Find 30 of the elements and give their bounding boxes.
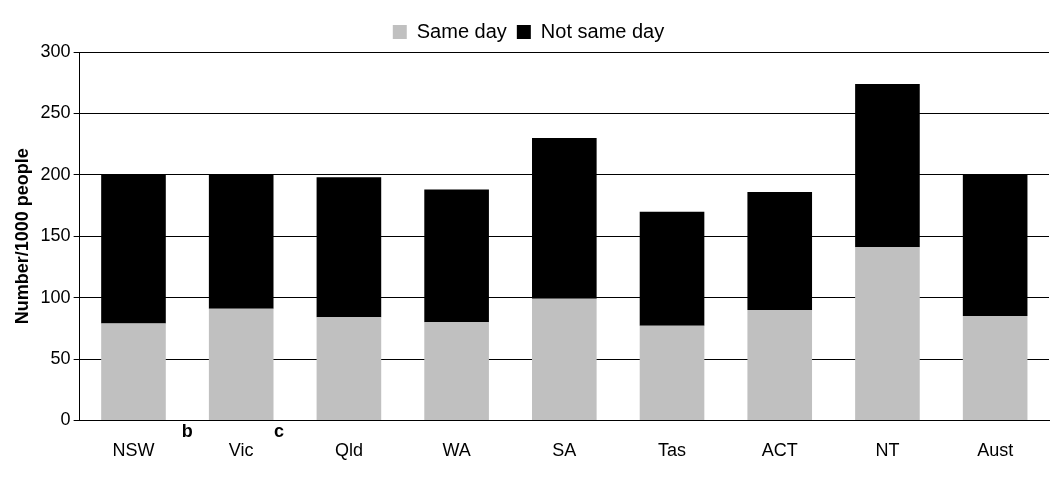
x-tick-label: Aust — [977, 440, 1014, 461]
y-tick-label: 0 — [60, 409, 71, 430]
legend-label: Not same day — [540, 19, 665, 42]
x-tick-label: Tas — [658, 440, 687, 461]
text: c — [273, 421, 284, 442]
bar — [532, 298, 597, 420]
bar — [208, 308, 274, 420]
y-tick-label: 100 — [40, 286, 71, 307]
bar — [747, 309, 813, 420]
x-tick-label: SA — [552, 440, 577, 461]
y-tick-label: 150 — [40, 225, 71, 246]
text: b — [181, 421, 193, 442]
y-tick-label: 250 — [40, 102, 71, 123]
legend-label: Same day — [416, 19, 507, 42]
x-tick-label: ACT — [761, 440, 798, 461]
y-tick-label: 300 — [40, 40, 71, 61]
bar — [639, 325, 705, 420]
bar — [101, 323, 166, 420]
bar — [855, 247, 920, 420]
bar — [316, 317, 382, 420]
bar — [962, 316, 1028, 420]
y-tick-label: 50 — [50, 347, 71, 368]
bar — [424, 322, 489, 420]
y-axis-title: Number/1000 people — [11, 148, 32, 325]
x-tick-label: NT — [875, 440, 900, 461]
x-tick-label: Qld — [334, 440, 363, 461]
x-tick-label: WA — [442, 440, 471, 461]
x-tick-label: Vic — [228, 440, 254, 461]
x-tick-label: NSW — [112, 440, 155, 461]
y-tick-label: 200 — [40, 163, 71, 184]
